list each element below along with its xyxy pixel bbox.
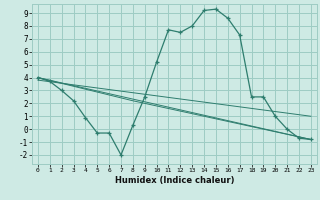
X-axis label: Humidex (Indice chaleur): Humidex (Indice chaleur) — [115, 176, 234, 185]
